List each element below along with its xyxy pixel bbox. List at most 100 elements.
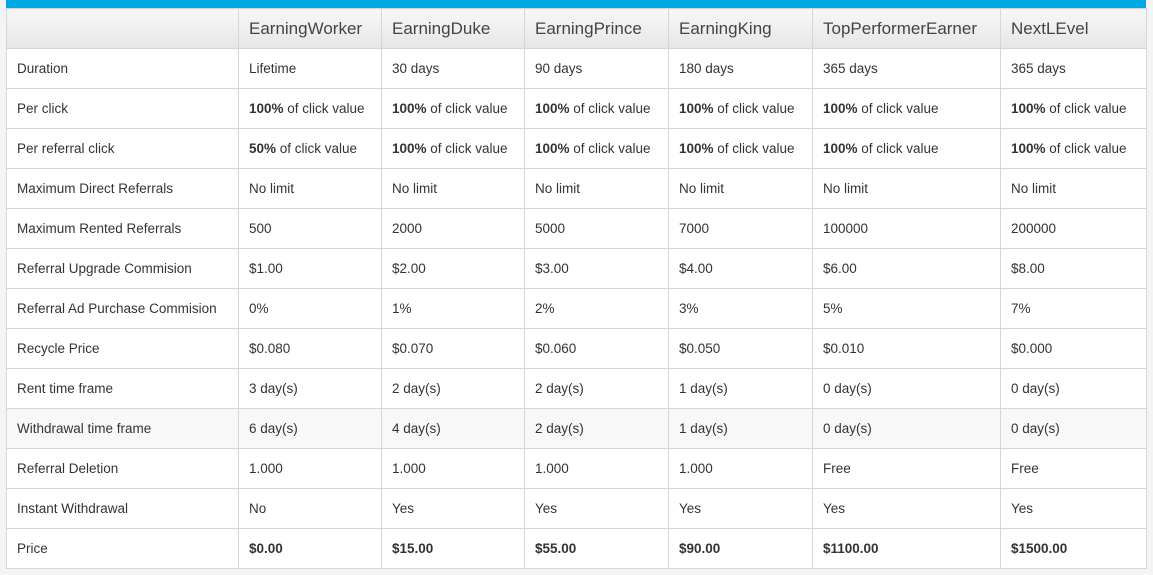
cell-bold-value: 100% [249, 101, 284, 116]
cell-text: 7% [1011, 301, 1031, 316]
table-cell: 365 days [1000, 48, 1147, 89]
table-row: Duration Lifetime 30 days 90 days 180 days 36… [6, 48, 1147, 89]
cell-text: 180 days [679, 61, 734, 76]
table-cell: Yes [524, 488, 669, 529]
table-cell: 90 days [524, 48, 669, 89]
table-cell: Yes [812, 488, 1001, 529]
cell-text: of click value [1045, 141, 1127, 156]
cell-text: Yes [1011, 501, 1034, 516]
cell-text: No [249, 501, 267, 516]
cell-bold-value: 50% [249, 141, 277, 156]
table-row: Withdrawal time frame 6 day(s) 4 day(s) 2 d… [6, 408, 1147, 449]
table-row: Referral Ad Purchase Commision 0% 1% 2% 3% 5%… [6, 288, 1147, 329]
table-cell: 1% [381, 288, 525, 329]
cell-text: 2% [535, 301, 555, 316]
table-cell: $3.00 [524, 248, 669, 289]
cell-text: No limit [679, 181, 725, 196]
table-cell: 500 [238, 208, 382, 249]
cell-bold-value: 100% [1011, 141, 1046, 156]
row-label: Withdrawal time frame [6, 408, 239, 449]
column-header: EarningDuke [381, 8, 525, 49]
table-cell: $0.070 [381, 328, 525, 369]
table-cell: 200000 [1000, 208, 1147, 249]
table-cell: 180 days [668, 48, 813, 89]
table-cell: $0.00 [238, 528, 382, 569]
row-label: Rent time frame [6, 368, 239, 409]
row-label: Duration [6, 48, 239, 89]
row-label: Maximum Rented Referrals [6, 208, 239, 249]
row-label: Maximum Direct Referrals [6, 168, 239, 209]
cell-text: Yes [392, 501, 415, 516]
cell-text: $6.00 [823, 261, 857, 276]
cell-text: of click value [713, 141, 795, 156]
cell-text: 100000 [823, 221, 869, 236]
table-cell: No [238, 488, 382, 529]
table-cell: 100% of click value [1000, 128, 1147, 169]
cell-text: 1 day(s) [679, 381, 728, 396]
table-cell: 2 day(s) [381, 368, 525, 409]
cell-bold-value: $1100.00 [823, 541, 879, 556]
cell-text: $1.00 [249, 261, 283, 276]
table-row: Referral Deletion 1.000 1.000 1.000 1.000 Fre… [6, 448, 1147, 489]
table-cell: $0.080 [238, 328, 382, 369]
table-cell: 100% of click value [524, 88, 669, 129]
table-cell: Yes [668, 488, 813, 529]
cell-text: 200000 [1011, 221, 1057, 236]
cell-text: $0.070 [392, 341, 434, 356]
cell-text: of click value [283, 101, 365, 116]
column-header: TopPerformerEarner [812, 8, 1001, 49]
row-label: Per referral click [6, 128, 239, 169]
cell-text: 1.000 [535, 461, 569, 476]
cell-text: 0 day(s) [1011, 381, 1060, 396]
column-header: EarningKing [668, 8, 813, 49]
cell-text: 1.000 [392, 461, 426, 476]
cell-text: 365 days [823, 61, 878, 76]
table-cell: Yes [1000, 488, 1147, 529]
cell-text: of click value [426, 101, 508, 116]
cell-text: 0% [249, 301, 269, 316]
table-cell: 0 day(s) [812, 408, 1001, 449]
table-cell: 2 day(s) [524, 408, 669, 449]
cell-text: 365 days [1011, 61, 1066, 76]
table-cell: 1.000 [238, 448, 382, 489]
cell-text: 5% [823, 301, 843, 316]
row-label: Referral Deletion [6, 448, 239, 489]
row-label: Recycle Price [6, 328, 239, 369]
row-label: Price [6, 528, 239, 569]
cell-text: 1.000 [249, 461, 283, 476]
cell-text: of click value [569, 101, 651, 116]
table-row: Price $0.00 $15.00 $55.00 $90.00 $1100.00 $150… [6, 528, 1147, 569]
table-cell: 50% of click value [238, 128, 382, 169]
table-cell: 6 day(s) [238, 408, 382, 449]
top-accent-bar [6, 0, 1146, 8]
table-cell: $1500.00 [1000, 528, 1147, 569]
cell-text: of click value [857, 141, 939, 156]
cell-bold-value: 100% [535, 101, 570, 116]
cell-text: No limit [823, 181, 869, 196]
row-label: Referral Upgrade Commision [6, 248, 239, 289]
table-cell: No limit [381, 168, 525, 209]
table-cell: 5% [812, 288, 1001, 329]
table-cell: 100000 [812, 208, 1001, 249]
table-cell: $2.00 [381, 248, 525, 289]
cell-text: 7000 [679, 221, 710, 236]
header-row: EarningWorker EarningDuke EarningPrince Ear… [6, 8, 1147, 49]
cell-text: $0.000 [1011, 341, 1053, 356]
cell-text: Yes [823, 501, 846, 516]
row-label: Instant Withdrawal [6, 488, 239, 529]
cell-text: $0.080 [249, 341, 291, 356]
table-cell: 0 day(s) [1000, 408, 1147, 449]
cell-bold-value: $1500.00 [1011, 541, 1068, 556]
cell-text: 4 day(s) [392, 421, 441, 436]
table-row: Instant Withdrawal No Yes Yes Yes Yes Yes [6, 488, 1147, 529]
cell-text: No limit [535, 181, 581, 196]
cell-text: of click value [857, 101, 939, 116]
cell-text: 3 day(s) [249, 381, 298, 396]
table-cell: $1100.00 [812, 528, 1001, 569]
table-cell: No limit [238, 168, 382, 209]
column-header: EarningPrince [524, 8, 669, 49]
cell-bold-value: $15.00 [392, 541, 434, 556]
table-cell: 365 days [812, 48, 1001, 89]
table-cell: 100% of click value [668, 88, 813, 129]
table-cell: 2000 [381, 208, 525, 249]
